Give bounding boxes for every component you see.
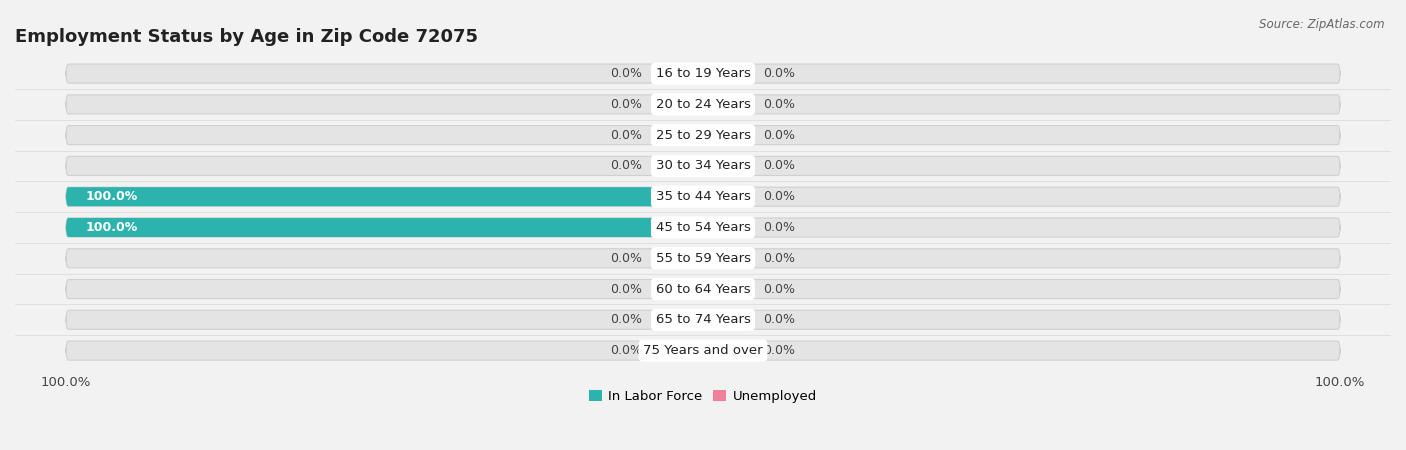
FancyBboxPatch shape	[703, 249, 754, 268]
FancyBboxPatch shape	[652, 279, 703, 299]
Text: 100.0%: 100.0%	[86, 190, 138, 203]
FancyBboxPatch shape	[66, 218, 703, 237]
FancyBboxPatch shape	[652, 157, 703, 176]
FancyBboxPatch shape	[652, 64, 703, 83]
FancyBboxPatch shape	[66, 310, 1340, 329]
FancyBboxPatch shape	[66, 95, 1340, 114]
Text: 0.0%: 0.0%	[763, 129, 796, 142]
Text: 0.0%: 0.0%	[763, 67, 796, 80]
Text: 30 to 34 Years: 30 to 34 Years	[655, 159, 751, 172]
FancyBboxPatch shape	[652, 341, 703, 360]
Text: 25 to 29 Years: 25 to 29 Years	[655, 129, 751, 142]
Text: Source: ZipAtlas.com: Source: ZipAtlas.com	[1260, 18, 1385, 31]
FancyBboxPatch shape	[66, 187, 1340, 206]
Text: 16 to 19 Years: 16 to 19 Years	[655, 67, 751, 80]
Text: 55 to 59 Years: 55 to 59 Years	[655, 252, 751, 265]
Legend: In Labor Force, Unemployed: In Labor Force, Unemployed	[583, 385, 823, 408]
FancyBboxPatch shape	[66, 157, 1340, 176]
FancyBboxPatch shape	[703, 95, 754, 114]
FancyBboxPatch shape	[66, 341, 1340, 360]
Text: 0.0%: 0.0%	[763, 283, 796, 296]
FancyBboxPatch shape	[703, 157, 754, 176]
FancyBboxPatch shape	[66, 249, 1340, 268]
FancyBboxPatch shape	[652, 249, 703, 268]
FancyBboxPatch shape	[66, 126, 1340, 145]
Text: 0.0%: 0.0%	[763, 98, 796, 111]
Text: 65 to 74 Years: 65 to 74 Years	[655, 313, 751, 326]
FancyBboxPatch shape	[703, 341, 754, 360]
Text: 20 to 24 Years: 20 to 24 Years	[655, 98, 751, 111]
Text: 0.0%: 0.0%	[763, 344, 796, 357]
Text: 0.0%: 0.0%	[610, 313, 643, 326]
FancyBboxPatch shape	[703, 279, 754, 299]
Text: 0.0%: 0.0%	[763, 252, 796, 265]
FancyBboxPatch shape	[703, 126, 754, 145]
Text: 45 to 54 Years: 45 to 54 Years	[655, 221, 751, 234]
Text: 0.0%: 0.0%	[610, 159, 643, 172]
FancyBboxPatch shape	[66, 64, 1340, 83]
Text: 60 to 64 Years: 60 to 64 Years	[655, 283, 751, 296]
FancyBboxPatch shape	[703, 64, 754, 83]
FancyBboxPatch shape	[703, 310, 754, 329]
FancyBboxPatch shape	[66, 279, 1340, 299]
FancyBboxPatch shape	[703, 218, 754, 237]
Text: 100.0%: 100.0%	[86, 221, 138, 234]
Text: 75 Years and over: 75 Years and over	[643, 344, 763, 357]
FancyBboxPatch shape	[652, 310, 703, 329]
FancyBboxPatch shape	[703, 187, 754, 206]
Text: 0.0%: 0.0%	[610, 283, 643, 296]
Text: 0.0%: 0.0%	[610, 98, 643, 111]
Text: 0.0%: 0.0%	[610, 129, 643, 142]
Text: 35 to 44 Years: 35 to 44 Years	[655, 190, 751, 203]
Text: 0.0%: 0.0%	[610, 67, 643, 80]
Text: 0.0%: 0.0%	[763, 190, 796, 203]
FancyBboxPatch shape	[66, 187, 703, 206]
FancyBboxPatch shape	[66, 218, 1340, 237]
Text: 0.0%: 0.0%	[763, 159, 796, 172]
Text: 0.0%: 0.0%	[763, 221, 796, 234]
Text: 0.0%: 0.0%	[610, 252, 643, 265]
Text: 0.0%: 0.0%	[763, 313, 796, 326]
Text: Employment Status by Age in Zip Code 72075: Employment Status by Age in Zip Code 720…	[15, 28, 478, 46]
Text: 0.0%: 0.0%	[610, 344, 643, 357]
FancyBboxPatch shape	[652, 95, 703, 114]
FancyBboxPatch shape	[652, 126, 703, 145]
